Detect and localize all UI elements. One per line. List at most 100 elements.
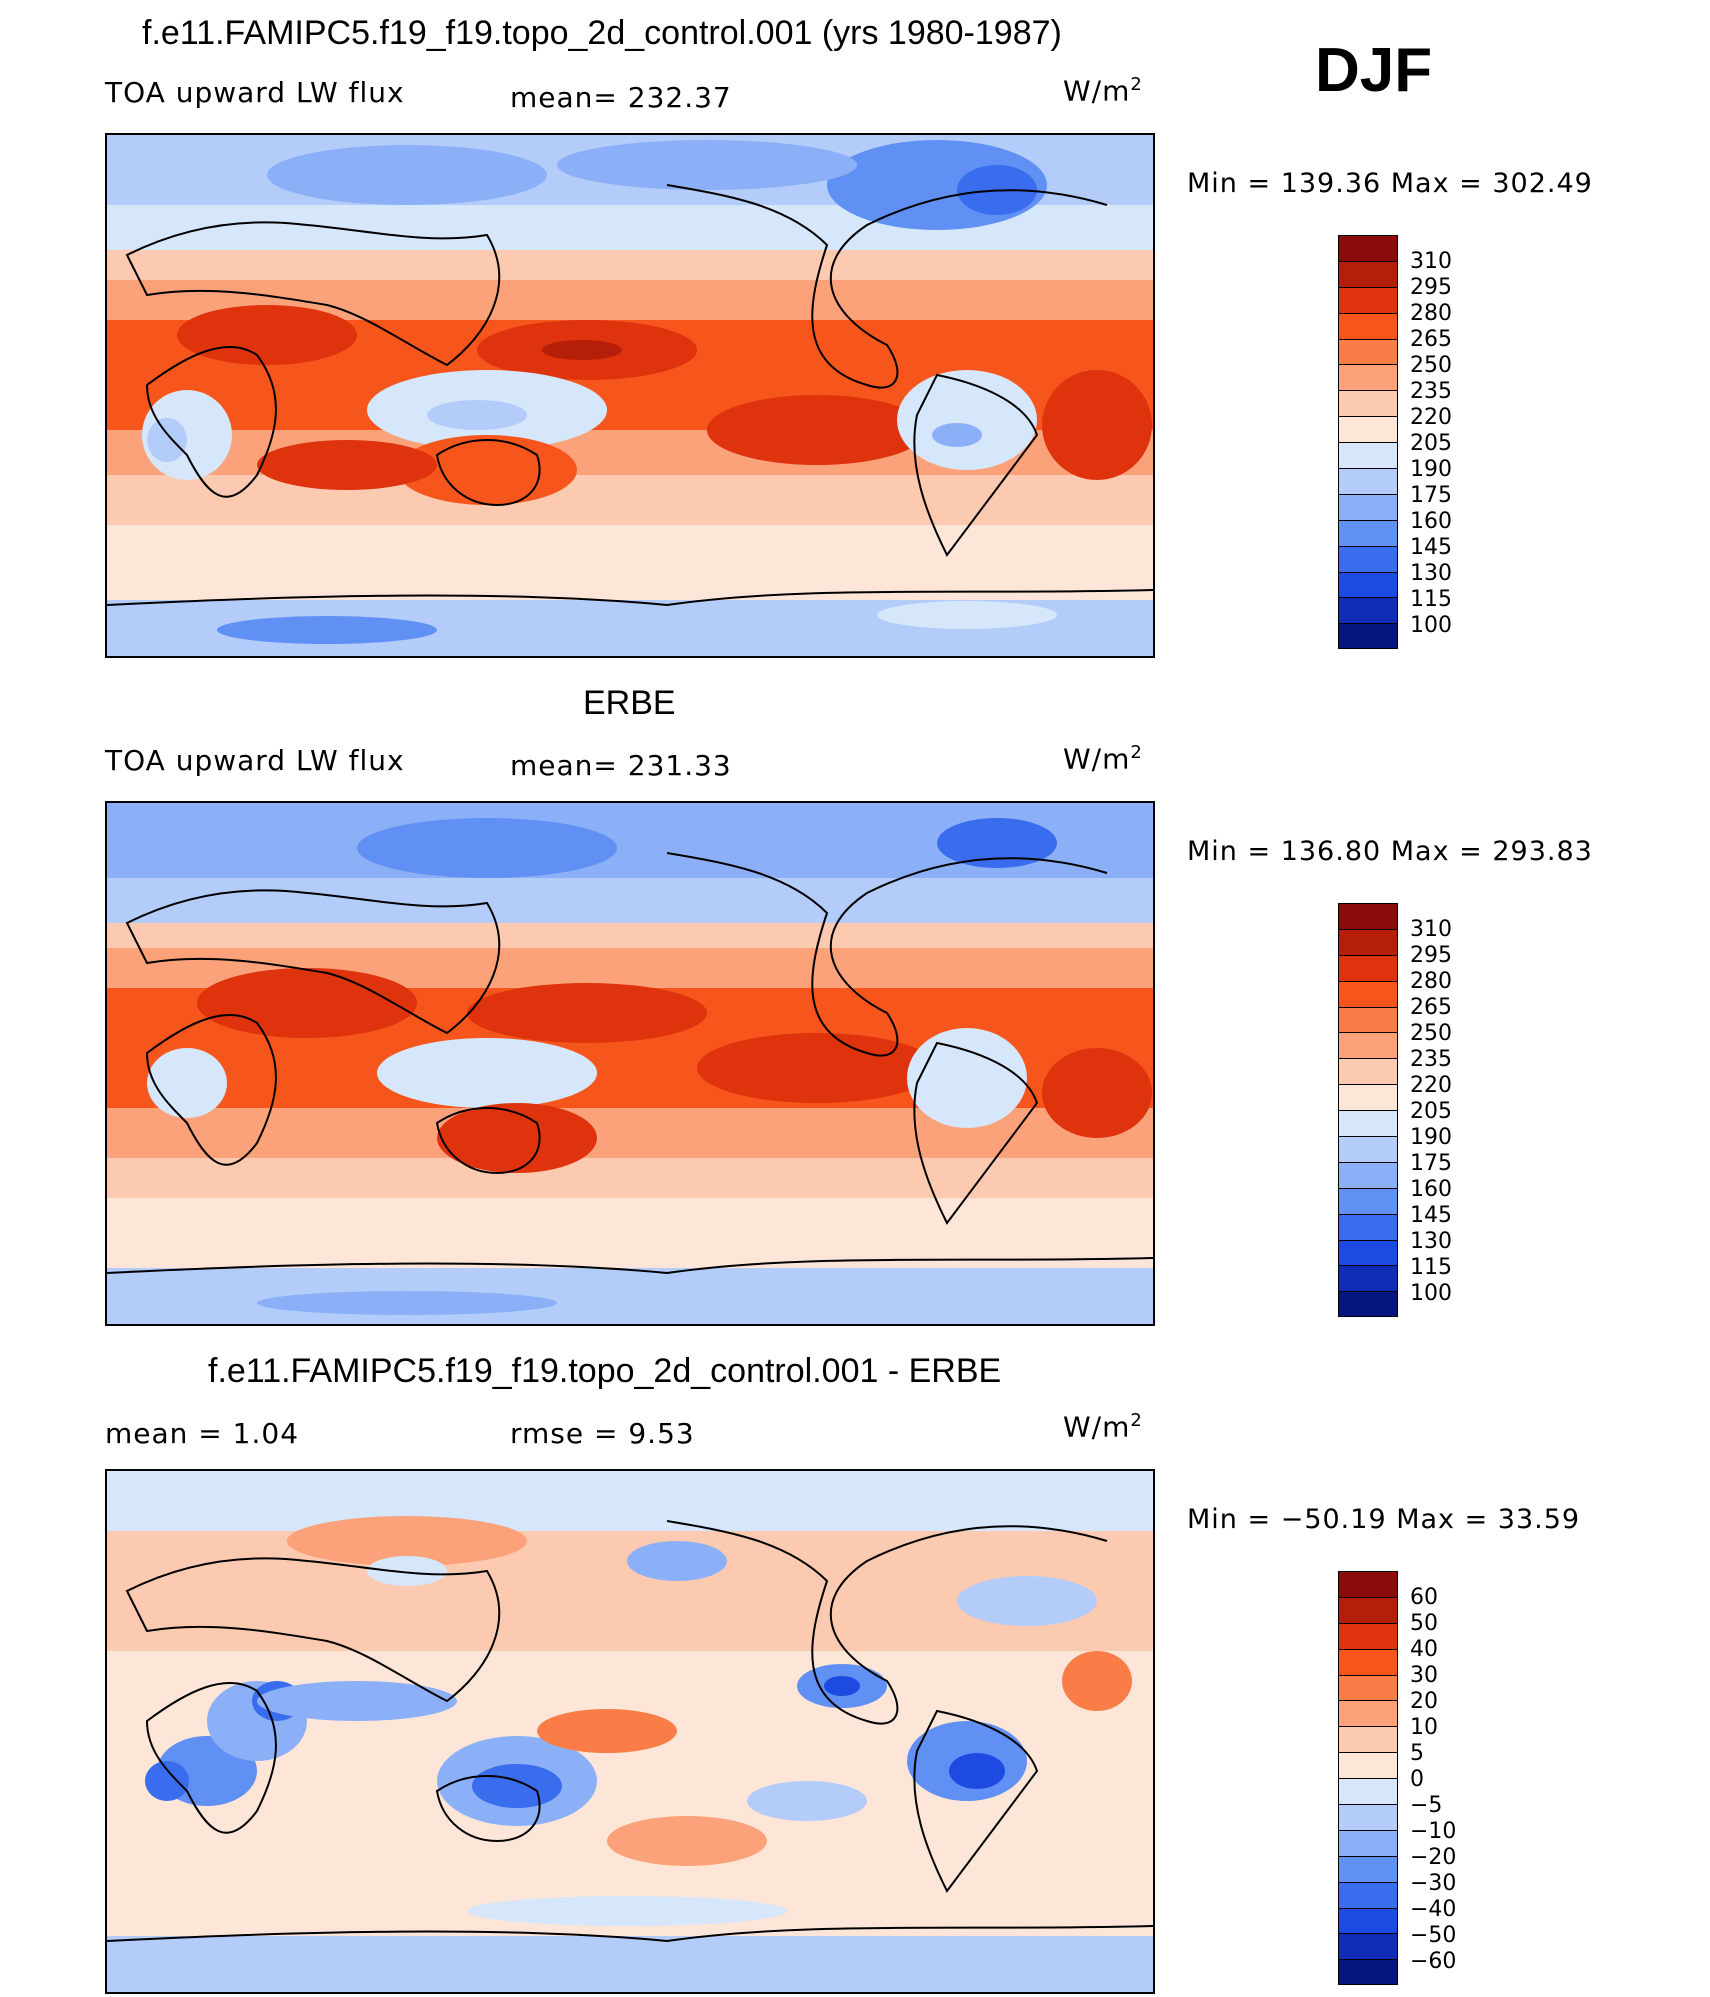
colorbar-2-tick: 265 (1410, 995, 1452, 1020)
map-1-feature (147, 418, 187, 462)
map-1-feature (217, 616, 437, 644)
map-2-feature (907, 1028, 1027, 1128)
panel-3-rmse: rmse = 9.53 (510, 1417, 695, 1450)
colorbar-2-tick: 160 (1410, 1177, 1452, 1202)
colorbar-2-swatch (1338, 1058, 1398, 1085)
colorbar-2-tick: 310 (1410, 917, 1452, 942)
colorbar-2-swatch (1338, 1187, 1398, 1214)
colorbar-3-tick: 5 (1410, 1741, 1424, 1766)
colorbar-1-tick: 265 (1410, 327, 1452, 352)
panel-1-minmax: Min = 139.36 Max = 302.49 (1187, 168, 1593, 199)
colorbar-3-swatch (1338, 1907, 1398, 1934)
map-1-feature (557, 140, 857, 190)
colorbar-2-tick: 145 (1410, 1203, 1452, 1228)
map-1-north-mid-band (107, 250, 1153, 280)
map-3-feature (957, 1576, 1097, 1626)
map-3-antarctic-band (107, 1936, 1153, 1992)
colorbar-2-swatch (1338, 1291, 1398, 1318)
map-1-feature (542, 340, 622, 360)
colorbar-3-tick: 0 (1410, 1767, 1424, 1792)
panel-3-title: f.e11.FAMIPC5.f19_f19.topo_2d_control.00… (208, 1352, 1002, 1390)
colorbar-3-swatch (1338, 1855, 1398, 1882)
map-2-feature (697, 1033, 937, 1103)
map-2-feature (377, 1038, 597, 1108)
panel-2-title: ERBE (583, 684, 676, 722)
map-1-south-mid-band (107, 475, 1153, 525)
colorbar-3-tick: −20 (1410, 1845, 1457, 1870)
colorbar-1-swatch (1338, 416, 1398, 443)
map-2-antarctic-band (107, 1268, 1153, 1324)
colorbar-3-swatch (1338, 1648, 1398, 1675)
colorbar-3-swatch (1338, 1674, 1398, 1701)
colorbar-1-swatch (1338, 545, 1398, 572)
colorbar-3-tick: 30 (1410, 1663, 1438, 1688)
colorbar-3-tick: −40 (1410, 1897, 1457, 1922)
panel-1-title: f.e11.FAMIPC5.f19_f19.topo_2d_control.00… (142, 14, 1062, 52)
colorbar-1-swatch (1338, 468, 1398, 494)
colorbar-2-swatch (1338, 1136, 1398, 1162)
panel-2-mean: mean= 231.33 (510, 749, 732, 782)
colorbar-3-tick: 10 (1410, 1715, 1438, 1740)
panel-3-map (105, 1469, 1155, 1994)
colorbar-1-tick: 160 (1410, 509, 1452, 534)
map-2-feature (467, 983, 707, 1043)
colorbar-3-tick: 40 (1410, 1637, 1438, 1662)
colorbar-2-swatch (1338, 1006, 1398, 1033)
map-2-coastlines (107, 852, 1153, 1275)
colorbar-2-swatch (1338, 980, 1398, 1007)
map-2-subarctic-band (107, 878, 1153, 923)
colorbar-3-tick: −30 (1410, 1871, 1457, 1896)
map-1-feature (932, 423, 982, 447)
colorbar-1 (1338, 235, 1400, 650)
colorbar-3-swatch (1338, 1571, 1398, 1597)
panel-1-units: W/m2 (1063, 74, 1143, 108)
season-label: DJF (1315, 36, 1433, 105)
colorbar-3-swatch (1338, 1622, 1398, 1649)
map-1-feature (877, 601, 1057, 629)
colorbar-1-swatch (1338, 623, 1398, 650)
map-2-south-ocean-band (107, 1198, 1153, 1273)
colorbar-2-swatch (1338, 1084, 1398, 1111)
colorbar-2-swatch (1338, 1239, 1398, 1266)
colorbar-1-swatch (1338, 493, 1398, 520)
colorbar-2 (1338, 903, 1400, 1318)
colorbar-1-swatch (1338, 260, 1398, 287)
panel-2-units: W/m2 (1063, 742, 1143, 776)
colorbar-2-swatch (1338, 928, 1398, 955)
colorbar-3-tick: 50 (1410, 1611, 1438, 1636)
colorbar-1-tick: 310 (1410, 249, 1452, 274)
colorbar-1-swatch (1338, 286, 1398, 313)
map-3-coastlines (107, 1520, 1153, 1943)
colorbar-2-tick: 250 (1410, 1021, 1452, 1046)
panel-2-map (105, 801, 1155, 1326)
colorbar-1-swatch (1338, 390, 1398, 417)
colorbar-3-swatch (1338, 1752, 1398, 1779)
colorbar-2-tick: 205 (1410, 1099, 1452, 1124)
map-2-feature (197, 968, 417, 1038)
colorbar-2-swatch (1338, 1110, 1398, 1137)
colorbar-3-swatch (1338, 1596, 1398, 1623)
colorbar-1-swatch (1338, 235, 1398, 261)
colorbar-3-swatch (1338, 1959, 1398, 1986)
colorbar-1-tick: 280 (1410, 301, 1452, 326)
colorbar-2-swatch (1338, 1161, 1398, 1188)
colorbar-3-tick: −5 (1410, 1793, 1443, 1818)
colorbar-1-tick: 295 (1410, 275, 1452, 300)
colorbar-3-tick: 60 (1410, 1585, 1438, 1610)
map-2-south-mid-band (107, 1158, 1153, 1198)
colorbar-1-swatch (1338, 519, 1398, 546)
colorbar-3 (1338, 1571, 1400, 1986)
map-3-feature (1062, 1651, 1132, 1711)
colorbar-1-swatch (1338, 338, 1398, 365)
map-3-feature (145, 1761, 189, 1801)
map-3-feature (287, 1516, 527, 1566)
colorbar-1-swatch (1338, 442, 1398, 469)
panel-3-minmax: Min = −50.19 Max = 33.59 (1187, 1504, 1581, 1535)
map-2-north-mid-band (107, 923, 1153, 948)
colorbar-1-tick: 190 (1410, 457, 1452, 482)
map-1-feature (1042, 370, 1152, 480)
map-1-feature (427, 400, 527, 430)
map-1-south-ocean-band (107, 525, 1153, 605)
map-2-feature (1042, 1048, 1152, 1138)
colorbar-2-tick: 130 (1410, 1229, 1452, 1254)
